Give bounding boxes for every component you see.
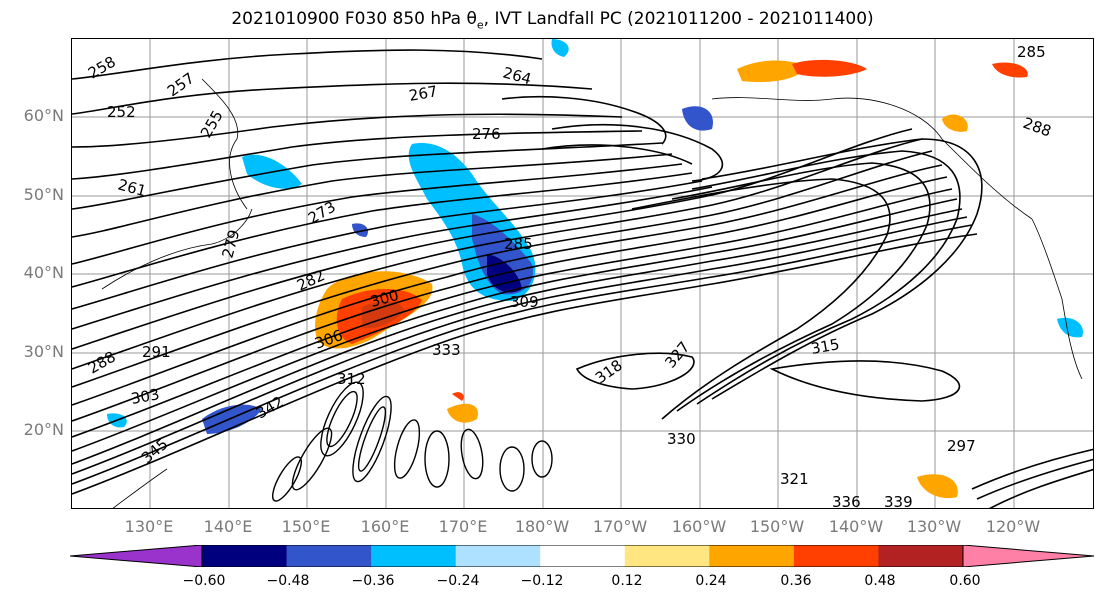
contour-label: 330 [667,430,696,448]
colorbar-segment [286,545,372,567]
shading-positive [315,59,1028,499]
theta-e-contours [72,49,1093,508]
colorbar-segment [202,545,288,567]
colorbar-segment [793,545,879,567]
contour-label: 345 [138,435,172,467]
colorbar-extend-high [963,545,1094,567]
lat-label-30n: 30°N [23,342,64,361]
contour-label: 336 [832,493,861,509]
contour-label: 285 [504,235,533,253]
lon-label-160w: 160°W [671,517,727,536]
lon-label-150w: 150°W [749,517,805,536]
lat-label-20n: 20°N [23,420,64,439]
contour-labels: 258 252 257 255 264 267 276 261 273 279 … [85,43,1054,509]
colorbar-tick: −0.24 [436,573,480,589]
colorbar-segment [878,545,964,567]
coastlines [101,78,1083,508]
map-title: 2021010900 F030 850 hPa θe, IVT Landfall… [231,9,874,32]
contour-label: 267 [408,82,439,105]
colorbar-tick: −0.60 [182,573,226,589]
contour-label: 276 [472,125,501,143]
contour-label: 327 [661,338,693,372]
colorbar-tick: 0.60 [949,573,981,589]
lon-label-130w: 130°W [906,517,962,536]
colorbar [70,545,1095,567]
colorbar-tick: −0.48 [266,573,310,589]
contour-label: 297 [947,437,976,455]
contour-label: 315 [810,335,841,358]
colorbar-segment [455,545,541,567]
contour-label: 339 [884,493,913,509]
colorbar-segment [540,545,626,567]
lon-label-140e: 140°E [203,517,253,536]
colorbar-extend-low [70,545,202,567]
map-svg: 258 252 257 255 264 267 276 261 273 279 … [72,39,1093,509]
lat-label-60n: 60°N [23,106,64,125]
contour-label: 312 [337,370,366,388]
lat-label-40n: 40°N [23,263,64,282]
lon-label-170w: 170°W [592,517,648,536]
contour-label: 261 [116,175,148,200]
graticule [72,39,1093,508]
lon-label-170e: 170°E [438,517,488,536]
contour-label: 303 [130,385,161,408]
lat-label-50n: 50°N [23,185,64,204]
colorbar-tick: 0.36 [780,573,812,589]
colorbar-tick: 0.24 [695,573,727,589]
contour-label: 291 [142,343,171,361]
colorbar-tick: 0.48 [864,573,896,589]
lon-label-150e: 150°E [281,517,331,536]
colorbar-tick: 0.12 [611,573,643,589]
lon-label-180w: 180°W [514,517,570,536]
contour-label: 288 [1021,114,1054,141]
contour-label: 285 [1017,43,1046,61]
contour-label: 333 [432,341,461,359]
map-panel: 258 252 257 255 264 267 276 261 273 279 … [71,38,1094,509]
colorbar-segments [70,545,1094,567]
lon-label-120w: 120°W [985,517,1041,536]
colorbar-segment [624,545,710,567]
lon-label-140w: 140°W [828,517,884,536]
lon-label-130e: 130°E [124,517,174,536]
colorbar-segment [709,545,795,567]
contour-label: 279 [218,228,243,260]
contour-label: 309 [510,293,539,311]
colorbar-segment [371,545,457,567]
lon-label-160e: 160°E [360,517,410,536]
convective-contours [272,381,553,502]
colorbar-tick: −0.12 [520,573,564,589]
contour-label: 252 [107,103,136,121]
contour-label: 321 [780,470,809,488]
colorbar-tick: −0.36 [351,573,395,589]
contour-label: 258 [85,53,119,83]
